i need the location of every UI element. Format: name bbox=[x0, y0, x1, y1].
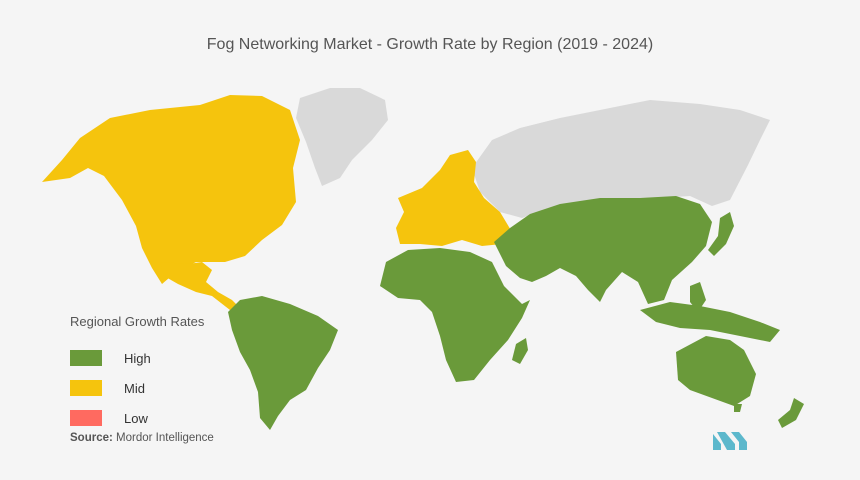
region-madagascar bbox=[512, 338, 528, 364]
region-asia bbox=[494, 196, 712, 304]
region-indonesia bbox=[640, 302, 780, 342]
region-russia bbox=[472, 100, 770, 218]
mordor-logo bbox=[713, 432, 747, 450]
legend-label-mid: Mid bbox=[124, 380, 145, 396]
legend-swatch-low bbox=[70, 410, 102, 426]
legend-item-low: Low bbox=[70, 403, 204, 433]
source-note: Source: Mordor Intelligence bbox=[70, 432, 214, 444]
region-mexico bbox=[160, 262, 240, 310]
region-new-zealand bbox=[778, 398, 804, 428]
region-australia bbox=[676, 336, 756, 406]
legend-swatch-mid bbox=[70, 380, 102, 396]
region-philippines bbox=[690, 282, 706, 312]
region-europe bbox=[396, 150, 512, 246]
legend-label-high: High bbox=[124, 350, 151, 366]
legend-swatch-high bbox=[70, 350, 102, 366]
legend-item-mid: Mid bbox=[70, 373, 204, 403]
region-africa bbox=[380, 248, 530, 382]
legend-label-low: Low bbox=[124, 410, 148, 426]
chart-title: Fog Networking Market - Growth Rate by R… bbox=[206, 36, 654, 53]
legend-title: Regional Growth Rates bbox=[70, 314, 205, 329]
region-north-america bbox=[42, 95, 300, 284]
region-greenland bbox=[296, 88, 388, 186]
region-japan bbox=[708, 212, 734, 256]
source-text: Mordor Intelligence bbox=[116, 432, 214, 444]
legend: Regional Growth Rates High Mid Low bbox=[70, 314, 204, 433]
legend-item-high: High bbox=[70, 343, 204, 373]
region-tasmania bbox=[734, 404, 742, 412]
region-south-america bbox=[228, 296, 338, 430]
source-label: Source: bbox=[70, 432, 113, 444]
